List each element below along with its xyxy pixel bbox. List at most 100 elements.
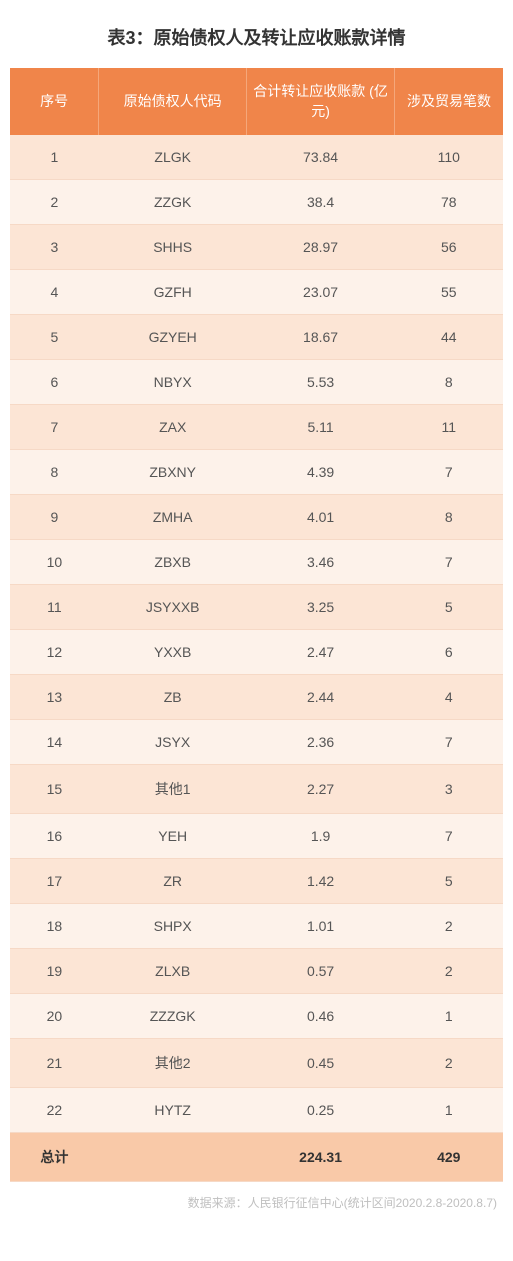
table-cell: 5.53: [247, 360, 395, 405]
table-cell: 15: [10, 765, 99, 814]
table-cell: ZR: [99, 859, 247, 904]
table-cell: 110: [395, 135, 503, 180]
table-cell: 8: [10, 450, 99, 495]
table-cell: 1: [395, 994, 503, 1039]
table-cell: NBYX: [99, 360, 247, 405]
table-cell: JSYX: [99, 720, 247, 765]
table-cell: 11: [395, 405, 503, 450]
table-cell: ZMHA: [99, 495, 247, 540]
table-cell: 19: [10, 949, 99, 994]
total-cell: 224.31: [247, 1133, 395, 1182]
table-cell: 1: [395, 1088, 503, 1133]
table-row: 19ZLXB0.572: [10, 949, 503, 994]
table-cell: 5: [10, 315, 99, 360]
table-row: 17ZR1.425: [10, 859, 503, 904]
col-header-count: 涉及贸易笔数: [395, 68, 503, 135]
table-cell: 20: [10, 994, 99, 1039]
table-cell: 23.07: [247, 270, 395, 315]
total-cell: 总计: [10, 1133, 99, 1182]
table-cell: ZB: [99, 675, 247, 720]
table-cell: 2.36: [247, 720, 395, 765]
table-cell: 0.25: [247, 1088, 395, 1133]
table-row: 5GZYEH18.6744: [10, 315, 503, 360]
header-row: 序号 原始债权人代码 合计转让应收账款 (亿元) 涉及贸易笔数: [10, 68, 503, 135]
table-cell: 其他2: [99, 1039, 247, 1088]
table-row: 4GZFH23.0755: [10, 270, 503, 315]
table-cell: 28.97: [247, 225, 395, 270]
table-row: 2ZZGK38.478: [10, 180, 503, 225]
table-cell: SHPX: [99, 904, 247, 949]
table-cell: 14: [10, 720, 99, 765]
table-cell: 38.4: [247, 180, 395, 225]
table-cell: 5: [395, 859, 503, 904]
table-row: 9ZMHA4.018: [10, 495, 503, 540]
table-cell: 3.46: [247, 540, 395, 585]
data-source: 数据来源：人民银行征信中心(统计区间2020.2.8-2020.8.7): [10, 1182, 503, 1217]
table-cell: 1.42: [247, 859, 395, 904]
table-row: 20ZZZGK0.461: [10, 994, 503, 1039]
table-row: 16YEH1.97: [10, 814, 503, 859]
table-cell: ZBXB: [99, 540, 247, 585]
table-cell: 7: [10, 405, 99, 450]
table-cell: 5: [395, 585, 503, 630]
table-cell: 7: [395, 540, 503, 585]
table-row: 1ZLGK73.84110: [10, 135, 503, 180]
table-cell: ZLXB: [99, 949, 247, 994]
table-cell: 4: [10, 270, 99, 315]
table-cell: 0.46: [247, 994, 395, 1039]
table-cell: ZZZGK: [99, 994, 247, 1039]
table-cell: 其他1: [99, 765, 247, 814]
table-cell: 4.39: [247, 450, 395, 495]
table-cell: 10: [10, 540, 99, 585]
col-header-code: 原始债权人代码: [99, 68, 247, 135]
table-cell: 0.57: [247, 949, 395, 994]
table-row: 14JSYX2.367: [10, 720, 503, 765]
table-row: 3SHHS28.9756: [10, 225, 503, 270]
table-cell: 8: [395, 360, 503, 405]
table-row: 21其他20.452: [10, 1039, 503, 1088]
table-cell: ZLGK: [99, 135, 247, 180]
table-row: 11JSYXXB3.255: [10, 585, 503, 630]
table-title: 表3：原始债权人及转让应收账款详情: [10, 12, 503, 68]
table-row: 22HYTZ0.251: [10, 1088, 503, 1133]
table-cell: 7: [395, 814, 503, 859]
table-cell: 55: [395, 270, 503, 315]
total-row: 总计224.31429: [10, 1133, 503, 1182]
table-cell: ZZGK: [99, 180, 247, 225]
table-cell: 22: [10, 1088, 99, 1133]
table-cell: 18: [10, 904, 99, 949]
table-row: 10ZBXB3.467: [10, 540, 503, 585]
table-cell: ZAX: [99, 405, 247, 450]
table-cell: YEH: [99, 814, 247, 859]
table-cell: 5.11: [247, 405, 395, 450]
table-cell: 12: [10, 630, 99, 675]
table-cell: 73.84: [247, 135, 395, 180]
table-cell: 2: [10, 180, 99, 225]
table-cell: 3.25: [247, 585, 395, 630]
table-cell: 8: [395, 495, 503, 540]
table-row: 15其他12.273: [10, 765, 503, 814]
table-cell: 7: [395, 450, 503, 495]
table-cell: 17: [10, 859, 99, 904]
data-table: 序号 原始债权人代码 合计转让应收账款 (亿元) 涉及贸易笔数 1ZLGK73.…: [10, 68, 503, 1182]
table-row: 7ZAX5.1111: [10, 405, 503, 450]
table-cell: 78: [395, 180, 503, 225]
table-cell: 11: [10, 585, 99, 630]
table-cell: GZFH: [99, 270, 247, 315]
table-cell: 2: [395, 949, 503, 994]
table-cell: 4: [395, 675, 503, 720]
table-row: 18SHPX1.012: [10, 904, 503, 949]
table-cell: SHHS: [99, 225, 247, 270]
table-cell: 44: [395, 315, 503, 360]
table-row: 8ZBXNY4.397: [10, 450, 503, 495]
table-cell: 3: [10, 225, 99, 270]
table-cell: 2: [395, 904, 503, 949]
table-row: 6NBYX5.538: [10, 360, 503, 405]
table-cell: 3: [395, 765, 503, 814]
table-cell: GZYEH: [99, 315, 247, 360]
table-row: 12YXXB2.476: [10, 630, 503, 675]
col-header-seq: 序号: [10, 68, 99, 135]
table-cell: 1: [10, 135, 99, 180]
table-cell: 2.44: [247, 675, 395, 720]
table-cell: 0.45: [247, 1039, 395, 1088]
